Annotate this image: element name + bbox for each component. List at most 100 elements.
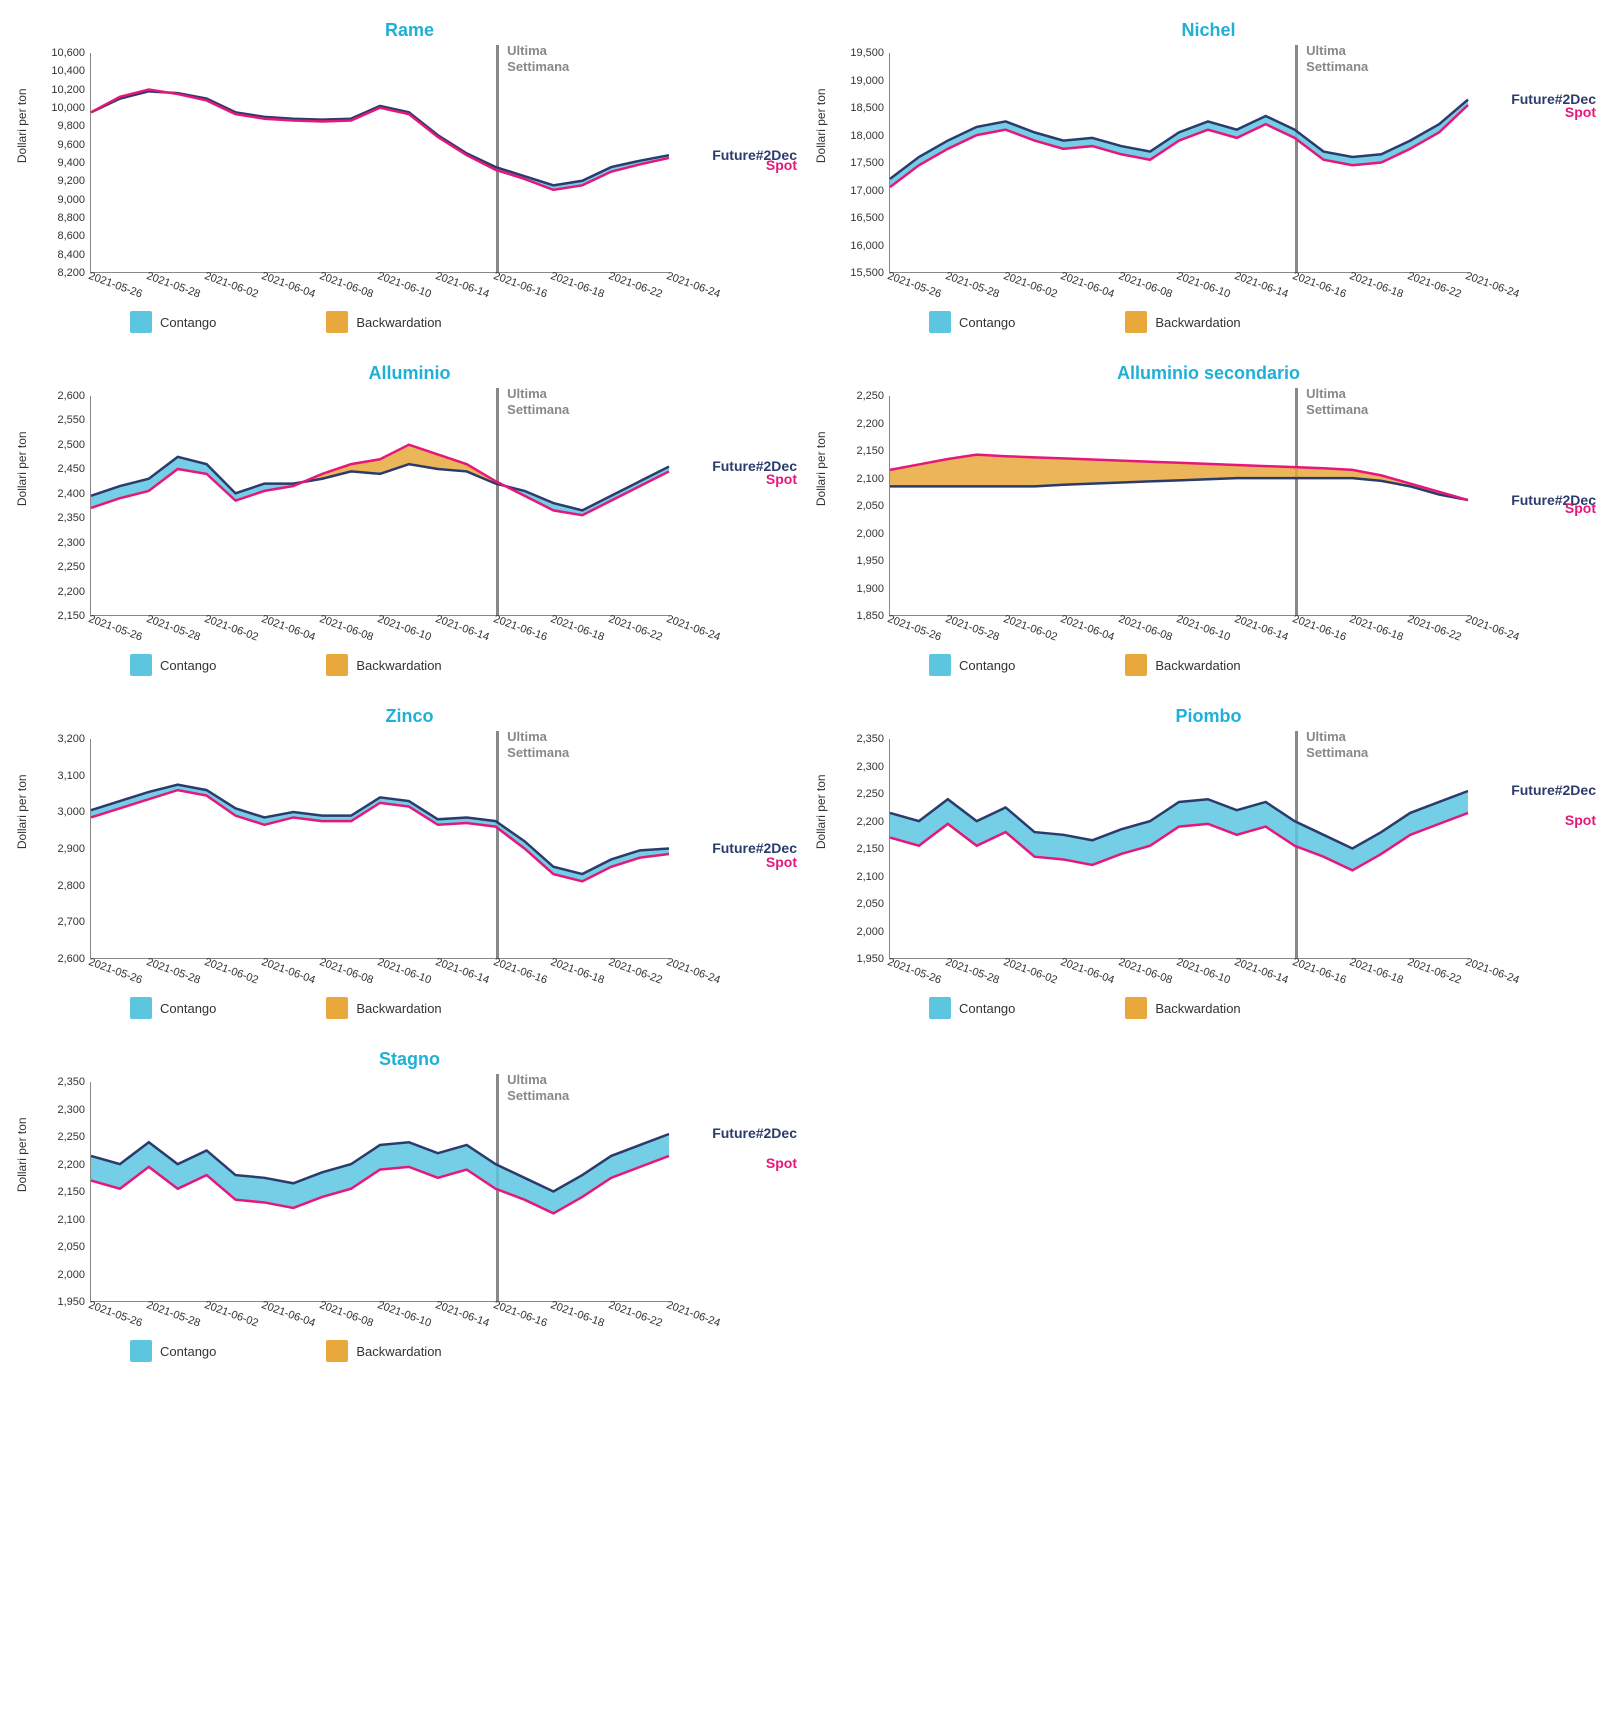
y-tick: 10,000	[33, 102, 85, 114]
chart-legend: ContangoBackwardation	[130, 311, 799, 333]
y-tick: 1,850	[832, 610, 884, 622]
chart-title: Piombo	[819, 706, 1598, 727]
legend-contango-label: Contango	[160, 658, 216, 673]
x-tick: 2021-05-28	[145, 1299, 202, 1330]
x-tick: 2021-05-28	[145, 956, 202, 987]
plot-area: 8,2008,4008,6008,8009,0009,2009,4009,600…	[90, 53, 669, 273]
x-tick: 2021-06-16	[1290, 956, 1347, 987]
plot-area: 2,1502,2002,2502,3002,3502,4002,4502,500…	[90, 396, 669, 616]
x-tick: 2021-05-26	[87, 613, 144, 644]
future-line	[91, 91, 669, 185]
legend-backwardation: Backwardation	[1125, 311, 1240, 333]
legend-backwardation: Backwardation	[1125, 997, 1240, 1019]
legend-backwardation-label: Backwardation	[1155, 1001, 1240, 1016]
contango-fill	[91, 785, 669, 882]
x-tick: 2021-06-24	[1464, 956, 1521, 987]
plot-area: 1,9502,0002,0502,1002,1502,2002,2502,300…	[889, 739, 1468, 959]
legend-contango: Contango	[130, 997, 216, 1019]
legend-contango-label: Contango	[959, 658, 1015, 673]
y-tick: 8,400	[33, 249, 85, 261]
y-tick: 2,250	[832, 390, 884, 402]
y-tick: 2,000	[832, 528, 884, 540]
x-tick: 2021-06-22	[1406, 270, 1463, 301]
x-tick: 2021-06-02	[202, 270, 259, 301]
x-tick: 2021-06-14	[1233, 270, 1290, 301]
y-tick: 2,550	[33, 414, 85, 426]
y-tick: 2,400	[33, 488, 85, 500]
legend-contango: Contango	[130, 1340, 216, 1362]
x-tick: 2021-06-08	[318, 613, 375, 644]
legend-backwardation: Backwardation	[326, 1340, 441, 1362]
plot-area: 2,6002,7002,8002,9003,0003,1003,2002021-…	[90, 739, 669, 959]
y-tick: 10,200	[33, 84, 85, 96]
legend-contango-label: Contango	[959, 1001, 1015, 1016]
chart-title: Rame	[20, 20, 799, 41]
x-tick: 2021-06-04	[1059, 270, 1116, 301]
x-tick: 2021-06-22	[1406, 613, 1463, 644]
chart-legend: Contango Backwardation	[929, 997, 1598, 1019]
x-tick: 2021-06-22	[1406, 956, 1463, 987]
y-tick: 2,300	[33, 1104, 85, 1116]
x-tick: 2021-06-24	[1464, 270, 1521, 301]
x-tick: 2021-06-24	[665, 1299, 722, 1330]
y-axis-label: Dollari per ton	[15, 774, 29, 849]
x-tick: 2021-06-14	[434, 613, 491, 644]
chart-title: Stagno	[20, 1049, 799, 1070]
x-tick: 2021-05-28	[944, 956, 1001, 987]
x-tick: 2021-06-04	[260, 613, 317, 644]
x-tick: 2021-06-14	[434, 270, 491, 301]
y-tick: 10,400	[33, 65, 85, 77]
y-tick: 2,050	[832, 500, 884, 512]
y-axis-label: Dollari per ton	[15, 88, 29, 163]
chart-legend: ContangoBackwardation	[929, 311, 1598, 333]
x-tick: 2021-06-02	[202, 1299, 259, 1330]
chart-zinco: ZincoDollari per ton2,6002,7002,8002,900…	[20, 706, 799, 1019]
chart-box: Dollari per ton8,2008,4008,6008,8009,000…	[20, 53, 799, 333]
chart-title: Nichel	[819, 20, 1598, 41]
y-tick: 16,500	[832, 212, 884, 224]
backwardation-swatch-icon	[326, 1340, 348, 1362]
x-tick: 2021-06-10	[376, 613, 433, 644]
x-tick: 2021-06-22	[607, 1299, 664, 1330]
y-tick: 2,150	[832, 843, 884, 855]
backwardation-swatch-icon	[326, 997, 348, 1019]
x-tick: 2021-05-28	[145, 613, 202, 644]
chart-legend: ContangoBackwardation	[130, 997, 799, 1019]
y-axis-label: Dollari per ton	[15, 1117, 29, 1192]
chart-box: Dollari per ton1,9502,0002,0502,1002,150…	[20, 1082, 799, 1362]
backwardation-swatch-icon	[326, 654, 348, 676]
chart-legend: Contango Backwardation	[929, 654, 1598, 676]
y-tick: 1,900	[832, 583, 884, 595]
y-tick: 2,250	[33, 1131, 85, 1143]
spot-line	[91, 90, 669, 190]
chart-stagno: Stagno Dollari per ton1,9502,0002,0502,10…	[20, 1049, 799, 1362]
x-tick: 2021-06-18	[549, 613, 606, 644]
y-tick: 2,700	[33, 916, 85, 928]
x-tick: 2021-06-02	[202, 956, 259, 987]
contango-swatch-icon	[929, 654, 951, 676]
legend-contango-label: Contango	[160, 315, 216, 330]
y-tick: 9,000	[33, 194, 85, 206]
x-tick: 2021-06-18	[1348, 613, 1405, 644]
plot-area: 1,8501,9001,9502,0002,0502,1002,1502,200…	[889, 396, 1468, 616]
x-tick: 2021-06-04	[260, 956, 317, 987]
y-tick: 2,200	[33, 586, 85, 598]
x-tick: 2021-05-26	[87, 270, 144, 301]
chart-nichel: NichelDollari per ton15,50016,00016,5001…	[819, 20, 1598, 333]
contango-swatch-icon	[130, 1340, 152, 1362]
x-tick: 2021-05-26	[886, 956, 943, 987]
y-tick: 2,350	[33, 512, 85, 524]
chart-box: Dollari per ton1,8501,9001,9502,0002,050…	[819, 396, 1598, 676]
chart-rame: Rame Dollari per ton8,2008,4008,6008,8009…	[20, 20, 799, 333]
x-tick: 2021-06-16	[1290, 270, 1347, 301]
y-tick: 9,200	[33, 175, 85, 187]
x-tick: 2021-06-24	[665, 270, 722, 301]
y-tick: 2,300	[33, 537, 85, 549]
y-tick: 2,200	[832, 816, 884, 828]
y-axis-label: Dollari per ton	[15, 431, 29, 506]
x-tick: 2021-06-16	[491, 956, 548, 987]
legend-backwardation: Backwardation	[1125, 654, 1240, 676]
y-tick: 19,500	[832, 47, 884, 59]
y-tick: 10,600	[33, 47, 85, 59]
x-tick: 2021-06-02	[1001, 613, 1058, 644]
